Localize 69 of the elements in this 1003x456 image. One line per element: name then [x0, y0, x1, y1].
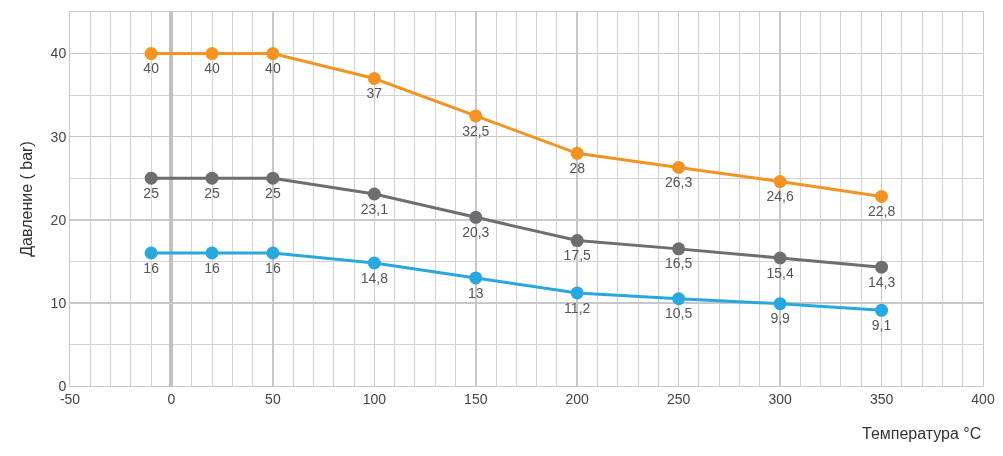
point	[367, 187, 381, 201]
x-tick-label: 100	[362, 390, 387, 407]
data-label: 15,4	[766, 264, 794, 281]
point	[266, 171, 280, 185]
point	[672, 292, 686, 306]
data-label: 22,8	[867, 203, 896, 220]
point	[469, 109, 483, 123]
point	[205, 47, 219, 61]
data-label: 26,3	[665, 174, 693, 191]
data-label: 24,6	[766, 188, 794, 205]
data-label: 16	[265, 259, 281, 276]
data-label: 9,9	[770, 310, 791, 327]
point	[672, 160, 686, 174]
data-label: 40	[265, 60, 281, 77]
point	[672, 242, 686, 256]
y-tick-label: 10	[50, 294, 67, 311]
x-tick-label: 150	[464, 390, 488, 407]
point	[205, 246, 219, 260]
data-label: 17,5	[563, 247, 592, 264]
x-axis-title: Температура °C	[862, 425, 982, 442]
y-tick-label: 30	[50, 128, 67, 145]
point	[144, 47, 158, 61]
x-tick-label: 300	[768, 390, 792, 407]
data-label: 11,2	[564, 299, 591, 316]
data-label: 25	[143, 184, 160, 201]
x-tick-label: 350	[869, 390, 894, 407]
point	[367, 256, 381, 270]
point	[570, 234, 584, 248]
point	[875, 303, 889, 317]
point	[875, 190, 889, 203]
y-axis-title: Давление ( bar)	[17, 141, 35, 257]
point	[773, 175, 787, 189]
y-tick-label: 20	[50, 211, 67, 228]
point	[773, 251, 787, 265]
x-tick-label: 50	[265, 390, 281, 407]
data-label: 10,5	[665, 305, 693, 322]
point	[570, 286, 584, 300]
point	[266, 246, 280, 260]
point	[144, 171, 158, 185]
point	[205, 171, 219, 185]
data-label: 20,3	[462, 223, 490, 240]
point	[266, 47, 280, 61]
data-label: 16	[143, 259, 160, 276]
point	[773, 297, 787, 311]
x-tick-label: 250	[666, 390, 691, 407]
data-label: 9,1	[871, 316, 892, 333]
x-tick-label: 200	[565, 390, 590, 407]
data-label: 14,3	[867, 273, 896, 290]
y-tick-label: 40	[50, 45, 67, 62]
data-label: 13	[467, 284, 484, 301]
point	[570, 146, 584, 160]
data-label: 16	[204, 259, 221, 276]
point	[144, 246, 158, 260]
point	[875, 260, 889, 274]
point	[469, 271, 483, 285]
data-label: 32,5	[462, 122, 490, 139]
data-label: 14,8	[360, 269, 389, 286]
point	[367, 71, 381, 85]
data-label: 40	[143, 60, 160, 77]
point	[469, 210, 483, 224]
data-label: 25	[265, 184, 281, 201]
data-label: 25	[204, 184, 221, 201]
data-label: 40	[204, 60, 221, 77]
data-label: 23,1	[360, 200, 389, 217]
data-label: 16,5	[665, 255, 693, 272]
data-label: 28	[569, 159, 586, 176]
x-tick-label: 0	[167, 390, 176, 407]
data-label: 37	[366, 85, 383, 102]
x-tick-label: 400	[971, 390, 995, 407]
